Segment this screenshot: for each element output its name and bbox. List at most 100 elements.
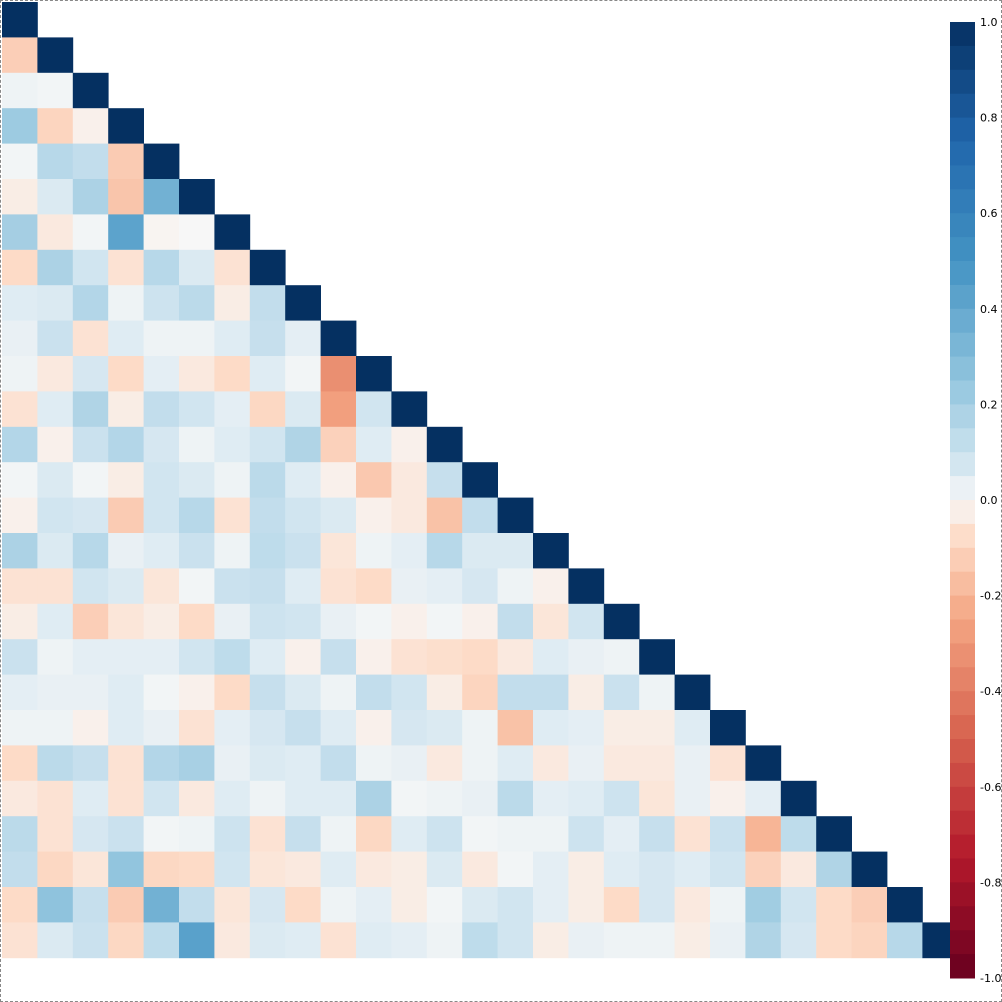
- heatmap-cell-20-13: [462, 710, 498, 746]
- heatmap-cell-11-8: [285, 391, 321, 428]
- heatmap-cell-11-7: [249, 391, 286, 428]
- heatmap-cell-13-12: [426, 462, 463, 498]
- colorbar-tick-label: 0.4: [980, 303, 998, 316]
- heatmap-cell-25-4: [143, 887, 180, 923]
- heatmap-cell-21-12: [426, 745, 463, 782]
- heatmap-cell-7-0: [2, 249, 38, 286]
- heatmap-cell-22-19: [674, 780, 711, 817]
- heatmap-cell-13-11: [391, 462, 428, 498]
- heatmap-cell-3-1: [37, 108, 74, 144]
- heatmap-cell-17-13: [462, 603, 498, 640]
- heatmap-cell-11-3: [108, 391, 144, 428]
- heatmap-cell-22-22: [780, 780, 817, 817]
- heatmap-cell-16-2: [72, 568, 109, 605]
- heatmap-cell-20-10: [356, 710, 392, 746]
- heatmap-cell-5-5: [179, 179, 215, 215]
- heatmap-cell-26-8: [285, 922, 321, 959]
- heatmap-cell-16-6: [214, 568, 251, 605]
- heatmap-cell-21-10: [356, 745, 392, 782]
- heatmap-cell-24-4: [143, 851, 180, 888]
- heatmap-cell-14-1: [37, 497, 74, 534]
- heatmap-cell-6-0: [2, 214, 38, 251]
- heatmap-cell-14-3: [108, 497, 144, 534]
- heatmap-cell-15-10: [356, 533, 392, 569]
- colorbar-step-24: [950, 595, 975, 620]
- heatmap-cell-19-6: [214, 674, 251, 711]
- heatmap-cell-24-10: [356, 851, 392, 888]
- heatmap-cell-9-2: [72, 320, 109, 357]
- colorbar-step-5: [950, 141, 975, 166]
- heatmap-cell-13-5: [179, 462, 215, 498]
- heatmap-cell-22-8: [285, 780, 321, 817]
- heatmap-cell-22-2: [72, 780, 109, 817]
- heatmap-cell-21-13: [462, 745, 498, 782]
- heatmap-cell-20-12: [426, 710, 463, 746]
- heatmap-cell-12-8: [285, 426, 321, 463]
- heatmap-cell-25-17: [603, 887, 640, 923]
- heatmap-cell-25-9: [320, 887, 357, 923]
- colorbar-step-32: [950, 786, 975, 812]
- heatmap-cell-4-0: [2, 143, 38, 180]
- colorbar-step-16: [950, 404, 975, 429]
- heatmap-cell-23-9: [320, 816, 357, 852]
- heatmap-cell-1-0: [2, 37, 38, 74]
- colorbar-step-25: [950, 619, 975, 644]
- colorbar-tick-label: 0.0: [980, 494, 998, 507]
- colorbar-step-36: [950, 882, 975, 907]
- heatmap-cell-23-23: [816, 816, 852, 852]
- heatmap-cell-20-17: [603, 710, 640, 746]
- heatmap-cell-14-2: [72, 497, 109, 534]
- heatmap-cell-15-15: [533, 533, 569, 569]
- heatmap-cell-21-9: [320, 745, 357, 782]
- heatmap-cell-17-7: [249, 603, 286, 640]
- heatmap-cell-17-15: [533, 603, 569, 640]
- heatmap-cell-17-6: [214, 603, 251, 640]
- heatmap-cell-12-2: [72, 426, 109, 463]
- heatmap-cell-19-1: [37, 674, 74, 711]
- heatmap-cell-23-18: [639, 816, 675, 852]
- heatmap-cell-26-13: [462, 922, 498, 959]
- heatmap-cell-22-5: [179, 780, 215, 817]
- heatmap-cell-10-9: [320, 356, 357, 392]
- heatmap-cell-14-14: [497, 497, 534, 534]
- heatmap-cell-24-19: [674, 851, 711, 888]
- heatmap-cell-13-8: [285, 462, 321, 498]
- colorbar-step-13: [950, 332, 975, 358]
- heatmap-cell-26-23: [816, 922, 852, 959]
- heatmap-cell-26-10: [356, 922, 392, 959]
- heatmap-cell-23-12: [426, 816, 463, 852]
- heatmap-cell-12-4: [143, 426, 180, 463]
- heatmap-cell-26-11: [391, 922, 428, 959]
- heatmap-cell-26-16: [568, 922, 605, 959]
- heatmap-cell-19-4: [143, 674, 180, 711]
- heatmap-cell-12-11: [391, 426, 428, 463]
- heatmap-cell-25-14: [497, 887, 534, 923]
- heatmap-cell-2-0: [2, 72, 38, 109]
- heatmap-cell-4-2: [72, 143, 109, 180]
- heatmap-cell-21-0: [2, 745, 38, 782]
- heatmap-cell-11-10: [356, 391, 392, 428]
- heatmap-cell-9-8: [285, 320, 321, 357]
- heatmap-cell-14-13: [462, 497, 498, 534]
- heatmap-cell-13-1: [37, 462, 74, 498]
- heatmap-cell-17-1: [37, 603, 74, 640]
- heatmap-cell-18-5: [179, 639, 215, 675]
- heatmap-cell-15-9: [320, 533, 357, 569]
- heatmap-cell-9-4: [143, 320, 180, 357]
- colorbar-step-37: [950, 906, 975, 931]
- heatmap-cell-3-3: [108, 108, 144, 144]
- colorbar-tick-label: -0.4: [980, 685, 1001, 698]
- heatmap-cell-20-19: [674, 710, 711, 746]
- heatmap-cell-19-17: [603, 674, 640, 711]
- heatmap-cell-19-15: [533, 674, 569, 711]
- heatmap-cell-20-20: [710, 710, 746, 746]
- heatmap-cell-12-6: [214, 426, 251, 463]
- heatmap-cell-15-11: [391, 533, 428, 569]
- heatmap-cell-10-10: [356, 356, 392, 392]
- heatmap-cell-20-4: [143, 710, 180, 746]
- colorbar-step-9: [950, 237, 975, 262]
- heatmap-cell-18-2: [72, 639, 109, 675]
- heatmap-cell-23-8: [285, 816, 321, 852]
- heatmap-cell-9-7: [249, 320, 286, 357]
- heatmap-cell-11-5: [179, 391, 215, 428]
